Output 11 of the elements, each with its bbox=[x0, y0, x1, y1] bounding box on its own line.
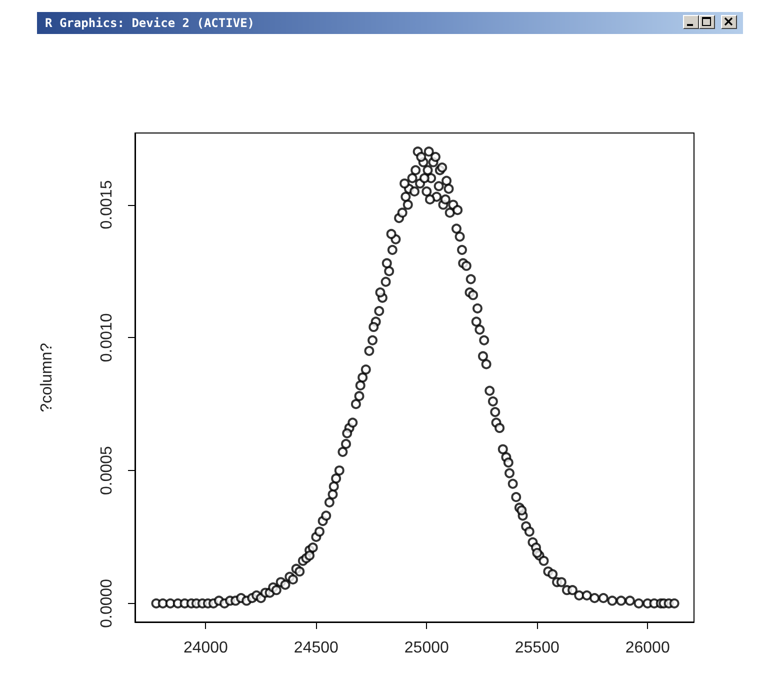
x-tick-label: 24500 bbox=[294, 640, 339, 656]
x-tick-label: 24000 bbox=[183, 640, 228, 656]
y-tick-label: 0.0005 bbox=[98, 446, 116, 495]
y-tick-label: 0.0000 bbox=[98, 578, 116, 628]
x-tick-label: 25500 bbox=[514, 640, 560, 656]
chart-title: R Graphics: Device 2 (ACTIVE) bbox=[45, 15, 255, 31]
y-axis-title: ?column? bbox=[38, 342, 56, 412]
x-tick-label: 26000 bbox=[625, 640, 670, 656]
y-tick-label: 0.0010 bbox=[98, 313, 116, 362]
x-tick-label: 25000 bbox=[404, 640, 449, 656]
y-tick-label: 0.0015 bbox=[98, 180, 116, 230]
